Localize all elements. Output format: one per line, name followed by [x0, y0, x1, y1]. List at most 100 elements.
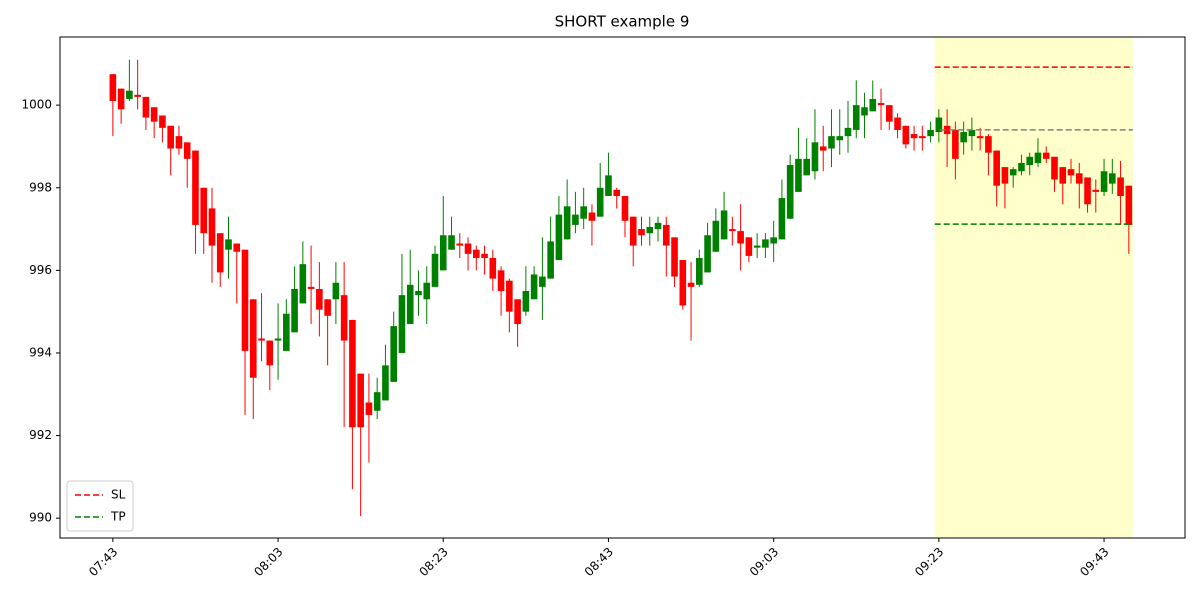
y-tick-label: 998	[29, 180, 52, 194]
candle-body	[729, 229, 736, 232]
candle-body	[134, 94, 141, 97]
candle-body	[150, 107, 158, 122]
candle-body	[861, 107, 868, 116]
candle-body	[704, 235, 711, 273]
candle-body	[762, 239, 769, 248]
y-tick-label: 992	[29, 428, 52, 442]
candle-body	[415, 291, 422, 296]
candle-body	[844, 127, 852, 137]
candle-body	[200, 187, 208, 234]
candle-body	[877, 103, 885, 106]
candle-body	[1109, 173, 1116, 184]
candle-body	[233, 243, 241, 252]
candle-body	[225, 239, 232, 250]
candle-body	[249, 299, 257, 378]
candle-body	[324, 299, 331, 316]
candle-body	[778, 198, 786, 240]
candle-body	[274, 338, 282, 341]
candle-body	[1100, 171, 1108, 192]
plot-frame	[59, 36, 1186, 539]
x-tick-label: 08:03	[251, 545, 285, 579]
candle-body	[406, 284, 414, 325]
candle-body	[786, 165, 794, 219]
candle-body	[258, 338, 265, 341]
candle-body	[530, 274, 538, 300]
candle-body	[737, 231, 744, 244]
candle-body	[1001, 167, 1009, 184]
candle-body	[1125, 185, 1133, 225]
candle-body	[439, 235, 447, 271]
candle-body	[935, 117, 943, 132]
y-tick-label: 990	[29, 511, 52, 525]
candle-body	[795, 158, 802, 192]
candle-body	[596, 187, 604, 217]
candle-body	[448, 235, 455, 250]
candle-body	[613, 189, 621, 197]
candle-body	[299, 264, 307, 304]
candle-body	[349, 319, 356, 428]
candle-body	[357, 373, 364, 428]
candle-body	[497, 270, 505, 292]
candle-body	[117, 88, 125, 110]
candle-body	[993, 150, 1000, 186]
candle-body	[894, 117, 901, 130]
candle-body	[819, 146, 827, 151]
candle-body	[472, 249, 480, 258]
candle-body	[1018, 162, 1025, 172]
candle-body	[208, 208, 216, 246]
x-tick-label: 09:23	[912, 545, 946, 579]
candle-body	[720, 210, 728, 240]
candle-body	[332, 282, 340, 300]
candle-body	[1042, 152, 1050, 159]
candle-body	[910, 134, 918, 139]
candle-body	[1067, 169, 1075, 176]
candle-body	[489, 257, 497, 279]
candle-body	[481, 253, 488, 258]
candle-body	[241, 249, 249, 351]
candle-body	[1117, 177, 1124, 197]
x-tick-label: 08:43	[582, 545, 616, 579]
candle-body	[555, 214, 563, 261]
candle-body	[514, 299, 521, 325]
candle-body	[572, 214, 579, 225]
candle-body	[621, 196, 629, 221]
candle-body	[753, 245, 761, 248]
candle-body	[373, 392, 381, 411]
x-tick-label: 08:23	[416, 545, 450, 579]
legend-label: SL	[111, 488, 126, 502]
x-tick-label: 07:43	[86, 545, 120, 579]
candle-body	[1084, 177, 1091, 205]
candle-body	[968, 129, 976, 137]
candle-body	[142, 96, 150, 118]
candle-body	[588, 212, 596, 221]
candle-body	[943, 125, 951, 135]
candle-body	[836, 136, 844, 141]
candle-body	[1034, 152, 1042, 163]
candle-body	[662, 224, 670, 246]
candle-body	[126, 90, 133, 99]
candle-body	[885, 105, 893, 122]
x-tick-label: 09:43	[1077, 545, 1111, 579]
candle-body	[902, 125, 910, 145]
candle-body	[638, 229, 645, 236]
candle-body	[547, 241, 554, 279]
candle-body	[563, 206, 571, 240]
legend-label: TP	[110, 510, 126, 524]
candle-body	[431, 253, 439, 287]
candle-body	[671, 237, 678, 277]
candle-body	[382, 365, 389, 401]
candle-body	[745, 237, 753, 256]
candle-body	[365, 402, 373, 415]
candle-body	[952, 129, 959, 159]
candle-body	[216, 233, 224, 273]
candle-body	[109, 74, 117, 102]
candle-body	[1026, 156, 1034, 166]
candle-body	[183, 142, 191, 159]
candle-body	[506, 280, 513, 312]
candle-body	[869, 98, 877, 112]
candle-body	[423, 282, 431, 300]
candle-body	[390, 326, 398, 382]
candle-body	[266, 340, 274, 366]
